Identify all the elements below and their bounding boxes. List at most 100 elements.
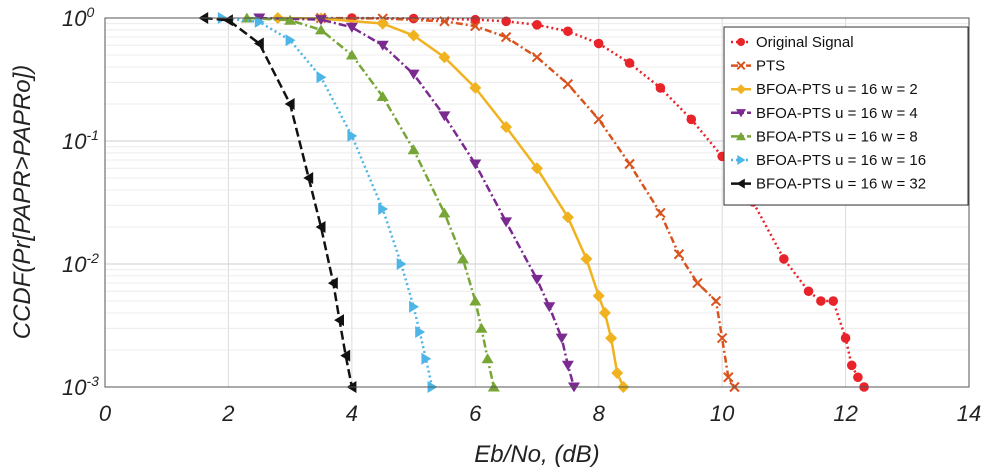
data-point (710, 295, 722, 307)
data-point (470, 20, 481, 32)
legend-item: PTS (731, 58, 785, 75)
data-point (415, 326, 426, 338)
data-point (692, 277, 703, 289)
y-axis-label: CCDF(Pr[PAPR>PAPRo]) (9, 65, 36, 340)
series-line (203, 16, 354, 388)
data-point (303, 172, 314, 184)
y-tick-label: 10-2 (62, 250, 99, 277)
x-tick-label: 2 (221, 401, 234, 426)
data-point (531, 274, 543, 285)
series-2 (271, 12, 630, 393)
data-point (254, 15, 265, 28)
data-point (853, 372, 863, 383)
data-point (500, 217, 513, 228)
legend-marker (736, 178, 745, 189)
data-point (561, 211, 574, 224)
data-point (563, 26, 573, 37)
data-point (580, 252, 593, 265)
y-tick-label: 100 (62, 4, 94, 31)
data-point (481, 353, 494, 364)
legend-item: BFOA-PTS u = 16 w = 8 (731, 128, 918, 145)
legend-item: Original Signal (731, 34, 854, 51)
data-point (378, 203, 389, 215)
data-point (334, 314, 344, 327)
legend-item: BFOA-PTS u = 16 w = 4 (731, 105, 918, 122)
legend-marker (737, 38, 745, 46)
data-point (686, 114, 697, 125)
data-point (500, 31, 512, 43)
data-point (421, 352, 432, 365)
data-point (340, 349, 351, 362)
data-point (285, 34, 296, 47)
x-tick-label: 12 (833, 401, 857, 426)
data-point (716, 332, 728, 344)
data-point (376, 91, 389, 101)
x-tick-label: 10 (710, 401, 735, 426)
data-point (438, 207, 451, 218)
data-point (456, 253, 469, 264)
legend-marker (736, 61, 746, 71)
data-point (840, 333, 851, 343)
data-point (284, 98, 295, 110)
data-point (315, 221, 326, 233)
series-line (320, 16, 736, 388)
x-tick-label: 0 (99, 401, 112, 426)
data-point (438, 111, 451, 122)
data-point (846, 360, 857, 371)
data-point (562, 78, 574, 90)
data-point (469, 159, 482, 170)
x-tick-label: 14 (957, 401, 981, 426)
data-point (284, 14, 297, 25)
data-point (315, 24, 327, 35)
y-tick-labels: 100 10-1 10-2 10-3 (62, 4, 99, 400)
data-point (347, 129, 358, 142)
data-point (655, 83, 666, 93)
series-line (246, 16, 496, 388)
data-point (475, 322, 488, 333)
legend-item: BFOA-PTS u = 16 w = 16 (731, 152, 926, 169)
series-layer (198, 12, 869, 393)
data-point (407, 29, 420, 42)
legend-marker (737, 155, 746, 165)
data-point (223, 14, 233, 27)
data-point (501, 16, 511, 27)
data-point (593, 38, 604, 49)
data-point (531, 162, 543, 175)
data-point (655, 207, 666, 219)
y-tick-label: 10-1 (62, 127, 99, 154)
data-point (624, 58, 635, 68)
legend: Original Signal PTS BFOA-PTS u = 16 w = 2 B… (723, 26, 969, 206)
data-point (532, 20, 542, 30)
data-point (407, 69, 420, 80)
data-point (828, 296, 839, 306)
data-point (327, 277, 338, 290)
legend-marker (736, 131, 746, 141)
data-point (469, 295, 482, 306)
legend-label: BFOA-PTS u = 16 w = 2 (756, 81, 918, 98)
data-point (345, 22, 358, 33)
x-tick-label: 4 (346, 401, 358, 426)
data-point (593, 114, 604, 125)
data-point (376, 17, 389, 30)
data-point (531, 52, 543, 63)
data-point (438, 51, 451, 64)
x-tick-label: 6 (469, 401, 482, 426)
data-point (470, 14, 481, 25)
data-point (316, 71, 327, 84)
data-point (779, 254, 789, 264)
data-point (345, 49, 358, 60)
series-4 (240, 12, 500, 392)
x-tick-label: 8 (593, 401, 606, 426)
data-point (396, 258, 407, 270)
data-point (723, 372, 734, 383)
data-point (500, 121, 513, 133)
data-point (673, 249, 685, 260)
plot-frame (104, 17, 970, 388)
data-point (543, 302, 556, 313)
data-point (605, 332, 618, 345)
legend-label: PTS (756, 58, 785, 75)
legend-box (723, 26, 969, 206)
data-point (376, 40, 389, 51)
legend-label: BFOA-PTS u = 16 w = 8 (756, 128, 918, 145)
data-point (598, 306, 611, 319)
